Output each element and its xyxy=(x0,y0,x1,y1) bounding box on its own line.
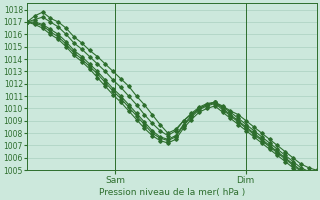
X-axis label: Pression niveau de la mer( hPa ): Pression niveau de la mer( hPa ) xyxy=(99,188,245,197)
